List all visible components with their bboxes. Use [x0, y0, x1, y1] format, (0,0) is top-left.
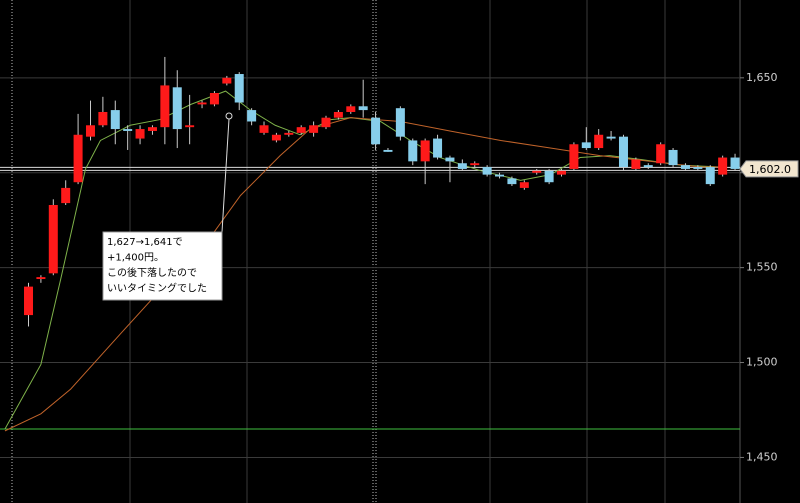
candle-body [495, 174, 505, 177]
candle-body [594, 134, 604, 149]
candle-body [705, 167, 715, 185]
candle-body [98, 111, 108, 126]
candle-body [309, 125, 319, 133]
candle-body [321, 117, 331, 128]
y-tick-label: 1,500 [746, 356, 778, 369]
candle-body [346, 106, 356, 112]
annotation-point [225, 112, 233, 120]
candle-body [36, 277, 46, 280]
y-tick-label: 1,550 [746, 261, 778, 274]
candle-body [247, 110, 257, 122]
candle-body [160, 85, 170, 128]
candle-body [730, 157, 740, 169]
candle-body [507, 178, 517, 185]
candle-body [147, 127, 157, 131]
candle-body [383, 149, 393, 152]
candle-body [85, 125, 95, 137]
date-grid [11, 0, 741, 503]
candle-body [209, 93, 219, 105]
y-tick-label: 1,650 [746, 71, 778, 84]
candle-body [185, 125, 195, 128]
candle-body [408, 140, 418, 162]
candle-body [333, 111, 343, 118]
candle-body [606, 136, 616, 139]
candle-body [371, 117, 381, 145]
candle-body [557, 170, 567, 175]
y-tick-label: 1,450 [746, 450, 778, 463]
candle-body [110, 110, 120, 130]
candle-body [358, 106, 368, 111]
candle-body [482, 167, 492, 175]
candle-body [631, 159, 641, 169]
candle-body [296, 127, 306, 133]
annotation-text: +1,400円。 [107, 253, 164, 264]
candle-body [61, 187, 71, 204]
candle-body [222, 77, 232, 84]
candle-body [395, 108, 405, 137]
candle-body [693, 167, 703, 169]
annotation-text: この後下落したので [107, 266, 197, 279]
candle-body [718, 157, 728, 175]
candle-body [24, 286, 34, 316]
candle-body [569, 144, 579, 169]
candle-body [234, 74, 244, 103]
candle-body [470, 163, 480, 166]
candle-body [643, 165, 653, 168]
candle-body [445, 157, 455, 162]
candle-body [519, 182, 529, 188]
candle-body [172, 87, 182, 130]
candle-body [457, 163, 467, 169]
candle-body [259, 125, 269, 133]
candle-body [532, 170, 542, 173]
candle-body [48, 204, 58, 274]
candle-body [618, 136, 628, 168]
candle-body [420, 140, 430, 162]
annotation-box [102, 231, 223, 301]
annotation-leader [221, 118, 230, 233]
annotation-text: いいタイミングでした [107, 282, 207, 295]
tag-shape [739, 160, 799, 178]
candle-body [197, 102, 207, 105]
candle-body [271, 134, 281, 141]
annotation-text: 1,627→1,641で [107, 237, 183, 248]
candle-body [73, 134, 83, 183]
candle-body [135, 129, 145, 139]
candle-body [668, 149, 678, 166]
candle-body [123, 129, 133, 131]
moving-average [4, 90, 721, 430]
candle-body [544, 170, 554, 183]
candle-body [433, 138, 443, 158]
last-price-tag: 1,602.0 [739, 160, 799, 178]
last-price-label: 1,602.0 [749, 163, 791, 176]
candle-body [581, 142, 591, 149]
candle-body [284, 132, 294, 135]
candle-body [680, 165, 690, 169]
candle-body [656, 144, 666, 164]
